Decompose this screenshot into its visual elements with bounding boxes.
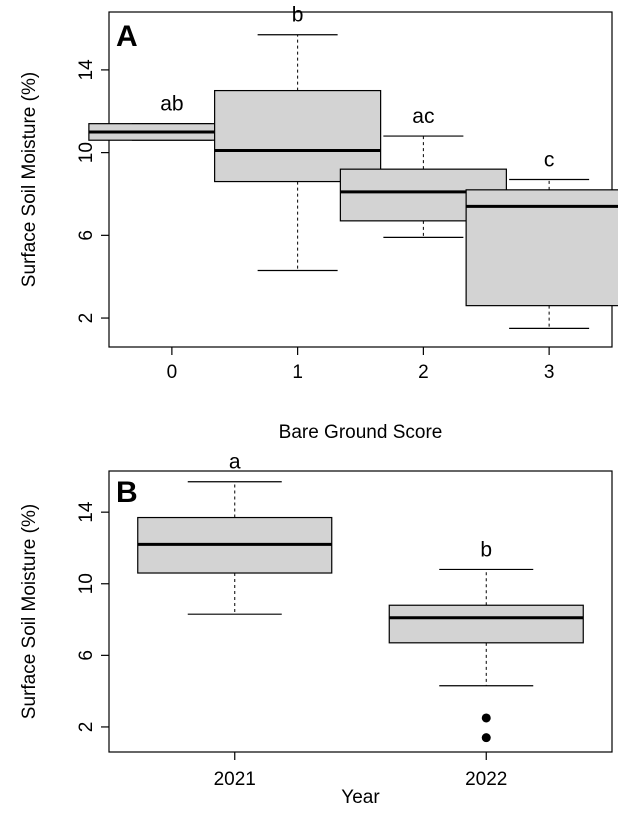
plot-frame <box>108 11 613 348</box>
y-tick-label: 6 <box>76 230 97 241</box>
y-tick-label: 2 <box>76 722 97 733</box>
box-3: c <box>465 149 618 329</box>
x-tick-label: 1 <box>292 362 303 383</box>
y-axis-title: Surface Soil Moisture (%) <box>19 504 40 719</box>
group-label: ac <box>412 105 434 128</box>
x-axis-title: Bare Ground Score <box>279 422 443 443</box>
iqr-box <box>214 89 382 183</box>
group-label: b <box>292 4 304 27</box>
y-tick-label: 14 <box>76 501 97 523</box>
y-tick-label: 2 <box>76 313 97 324</box>
y-tick-label: 6 <box>76 650 97 661</box>
group-label: c <box>544 149 555 172</box>
plot-frame <box>108 470 613 753</box>
group-label: ab <box>160 93 183 116</box>
panel-A: 2 6 10 14 0 1 2 3 Bare Ground Score Surface Soil … <box>19 4 618 443</box>
y-tick-label: 10 <box>76 573 97 594</box>
iqr-box <box>388 604 584 644</box>
panel-letter: B <box>116 476 138 509</box>
y-axis-title: Surface Soil Moisture (%) <box>19 72 40 287</box>
x-tick-label: 3 <box>544 362 555 383</box>
x-tick-label: 2 <box>418 362 429 383</box>
box-2021: a <box>137 451 333 615</box>
x-tick-label: 0 <box>167 362 178 383</box>
panel-B: 2 6 10 14 2021 2022 Year Surface Soil Moisture … <box>19 451 613 808</box>
x-tick-label: 2022 <box>465 769 507 790</box>
panel-letter: A <box>116 20 138 53</box>
group-label: b <box>480 538 492 561</box>
x-axis-title: Year <box>341 787 380 808</box>
outlier-point <box>481 733 491 743</box>
x-tick-label: 2021 <box>214 769 256 790</box>
y-tick-label: 14 <box>76 59 97 81</box>
group-label: a <box>229 451 241 474</box>
box-1: b <box>214 4 382 272</box>
box-2022: b <box>388 538 584 687</box>
iqr-box <box>465 189 618 307</box>
outlier-point <box>481 713 491 723</box>
y-tick-label: 10 <box>76 142 97 163</box>
